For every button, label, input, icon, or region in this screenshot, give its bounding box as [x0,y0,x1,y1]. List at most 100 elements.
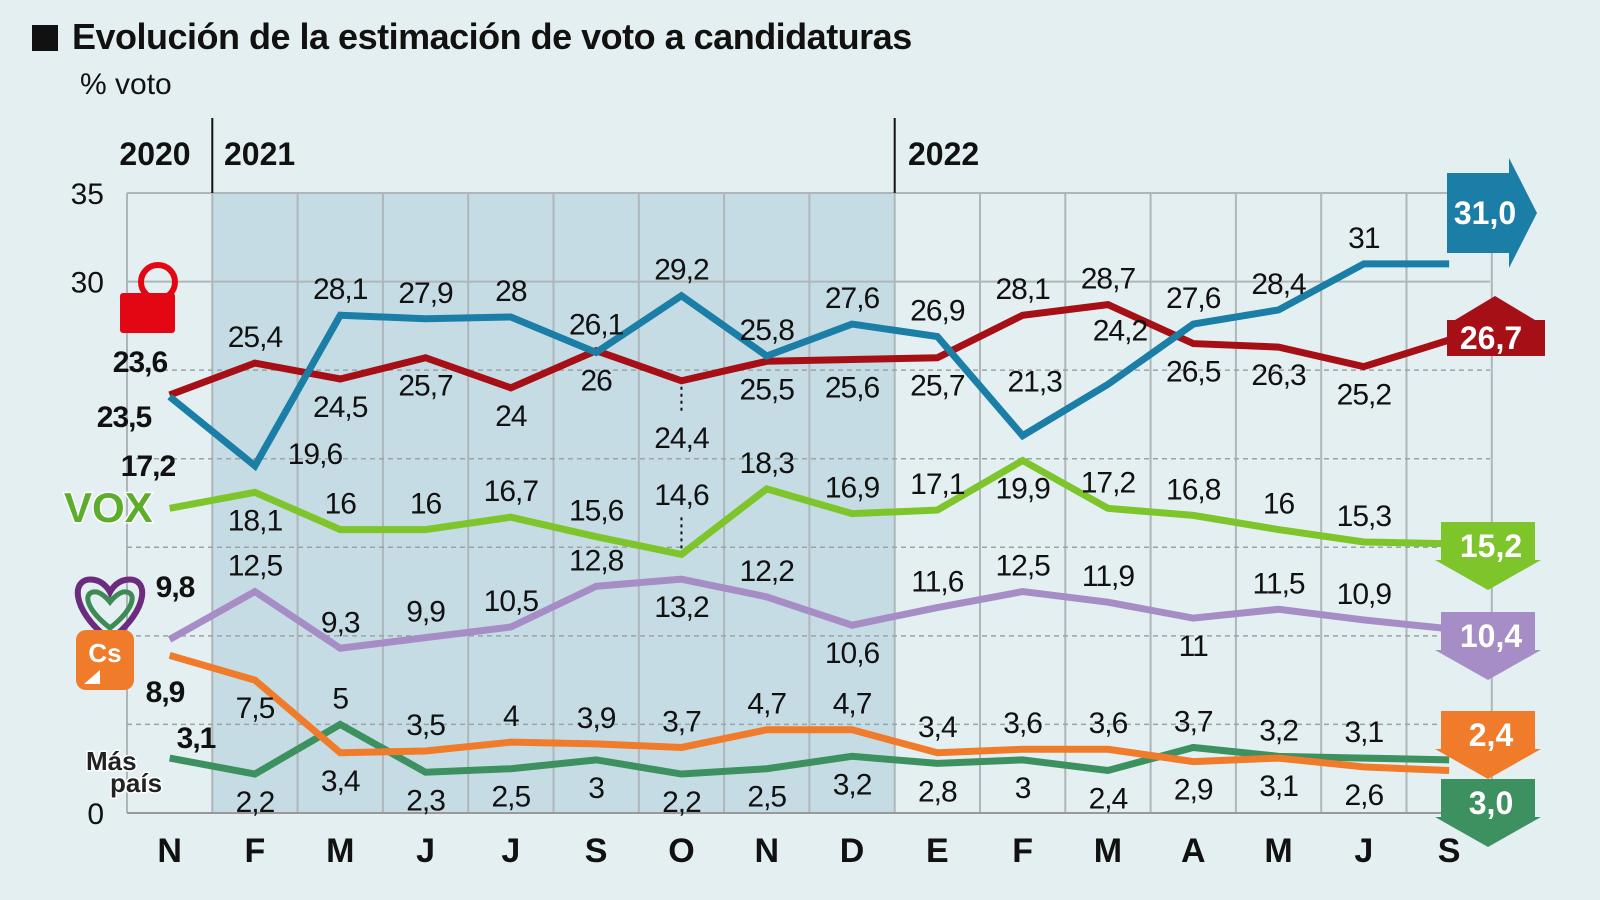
cs-logo-box [76,630,134,690]
trend-arrow-icon [1435,522,1541,590]
data-label: 2,6 [1344,779,1383,812]
data-label: 3 [1015,772,1031,805]
x-tick-label: F [1012,832,1033,870]
y-axis-label: % voto [80,68,172,101]
data-label: 25,5 [740,373,795,406]
series-line [167,260,1450,472]
x-tick-label: E [926,832,949,870]
data-label: 3,4 [918,711,957,744]
data-label: 3,1 [1259,770,1298,803]
data-label: 12,8 [569,544,624,577]
data-label: 4 [503,700,519,733]
end-value-badge: 3,0 [1435,779,1541,847]
y-tick-label: 30 [71,267,104,300]
series-line [168,651,1450,774]
data-label: 24 [495,400,527,433]
data-label: 24,5 [313,391,368,424]
data-label: 29,2 [654,254,709,287]
data-label: 3,6 [1003,707,1042,740]
data-label: 25,7 [398,370,453,403]
data-label: 9,9 [406,596,445,629]
series-line [169,456,1450,559]
data-label: 27,6 [825,282,880,315]
end-value-label: 31,0 [1454,195,1516,231]
data-label: 2,9 [1174,774,1213,807]
data-label: 3,6 [1089,707,1128,740]
data-label: 26,1 [569,309,624,342]
data-label: 9,8 [156,571,195,604]
trend-arrow-icon [1435,612,1541,680]
data-label: 25,2 [1337,379,1392,412]
psoe-logo [120,262,178,333]
data-label: 28,7 [1081,263,1136,296]
data-label: 2,4 [1089,782,1128,815]
data-label: 26,5 [1166,356,1221,389]
psoe-logo-rose [138,262,178,302]
data-label: 17,1 [910,468,965,501]
data-label: 18,1 [228,504,283,537]
data-label: 28 [495,275,527,308]
data-label: 16,7 [484,475,539,508]
data-label: 13,2 [654,591,709,624]
data-label: 27,6 [1166,282,1221,315]
data-label: 9,3 [321,606,360,639]
trend-arrow-icon [1435,779,1541,847]
data-label: 12,5 [228,550,283,583]
title-square-icon [32,25,58,51]
data-label: 14,6 [654,479,709,512]
end-value-badge: 15,2 [1435,522,1541,590]
x-tick-label: O [668,832,694,870]
data-label: 28,4 [1251,268,1306,301]
data-label: 5 [332,682,348,715]
trend-arrow-icon [1447,296,1545,356]
trend-arrow-icon [1435,711,1541,779]
data-label: 3,2 [833,768,872,801]
data-label: 3,5 [406,709,445,742]
x-tick-label: F [245,832,266,870]
end-value-badge: 31,0 [1447,158,1537,268]
end-value-label: 10,4 [1460,618,1522,654]
data-label: 15,6 [569,495,624,528]
psoe-logo-fist [120,293,175,333]
data-label: 16 [410,488,442,521]
data-label: 10,5 [484,585,539,618]
cs-logo-text: Cs [88,638,121,668]
data-label: 12,5 [995,550,1050,583]
trend-arrow-icon [1447,158,1537,268]
data-label: 3,7 [662,705,701,738]
y-tick-label: 0 [87,798,104,831]
data-label: 2,2 [236,786,275,819]
year-label: 2021 [224,136,295,172]
year-label: 2020 [119,136,190,172]
data-label: 2,5 [491,781,530,814]
data-label: 25,6 [825,372,880,405]
data-label: 2,8 [918,775,957,808]
data-label: 21,3 [1007,366,1062,399]
data-label: 16 [325,488,357,521]
data-label: 23,6 [113,346,168,379]
data-label: 25,7 [910,370,965,403]
end-value-label: 3,0 [1469,785,1513,821]
mas-pais-logo: Más [86,746,137,776]
vox-logo: VOX [64,484,153,531]
y-tick-label: 35 [71,178,104,211]
title-text: Evolución de la estimación de voto a can… [72,16,912,57]
end-value-label: 2,4 [1469,717,1514,753]
data-label: 19,6 [288,438,343,471]
x-tick-label: N [754,832,779,870]
data-label: 11,6 [911,566,963,599]
data-label: 3,4 [321,765,360,798]
x-tick-label: M [1094,832,1122,870]
data-label: 11,5 [1252,567,1304,600]
data-label: 3,2 [1259,714,1298,747]
end-value-badge: 2,4 [1435,711,1541,779]
series-line [168,301,1451,399]
data-label: 11 [1179,630,1208,663]
data-label: 3,9 [577,702,616,735]
series-line [167,575,1450,652]
end-value-label: 26,7 [1460,320,1522,356]
end-value-label: 15,2 [1460,528,1522,564]
data-label: 17,2 [1081,466,1136,499]
x-tick-label: S [1438,832,1461,870]
